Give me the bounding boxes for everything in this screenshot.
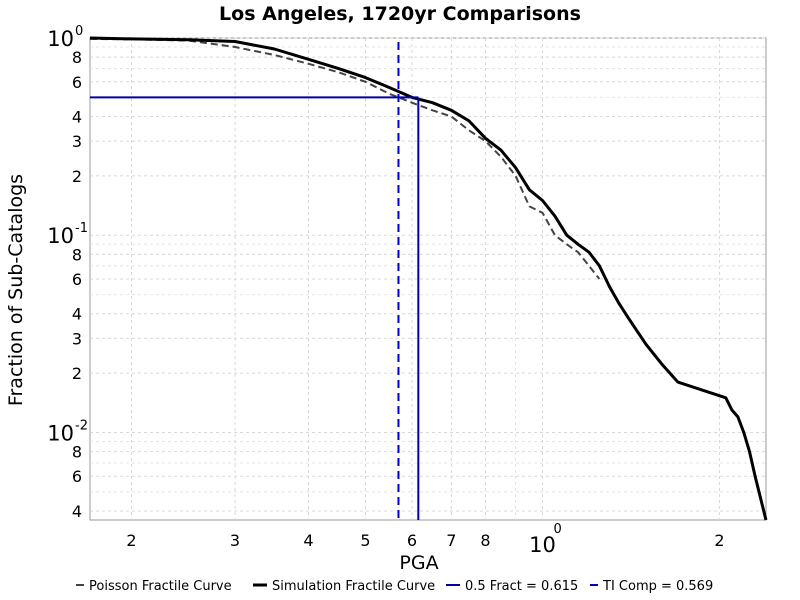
y-tick-label: 10 [47,27,74,51]
plot-area [89,36,768,521]
legend-label: Simulation Fractile Curve [272,579,435,594]
series-poisson-fractile-curve [89,37,601,280]
y-tick-label: 10 [47,224,74,248]
chart-title: Los Angeles, 1720yr Comparisons [219,3,581,25]
y-tick-label: 6 [72,73,82,92]
y-tick-label: 4 [72,107,82,126]
x-axis-ticks: 2 3 4 5 6 7 8 100 2 [126,522,724,557]
legend: Poisson Fractile Curve Simulation Fractil… [76,579,713,594]
x-tick-label: 4 [303,531,313,550]
y-tick-label: 8 [72,48,82,67]
y-axis-label: Fraction of Sub-Catalogs [5,174,27,406]
series-simulation-fractile-curve [89,36,768,521]
y-tick-exponent: -1 [75,221,88,236]
x-tick-label: 5 [360,531,370,550]
y-tick-label: 4 [72,502,82,521]
x-tick-exponent: 0 [553,522,561,537]
x-tick-label: 2 [714,531,724,550]
x-tick-label: 8 [480,531,490,550]
legend-label: Poisson Fractile Curve [89,579,232,594]
y-tick-label: 3 [72,132,82,151]
y-tick-exponent: -2 [75,418,88,433]
legend-item: TI Comp = 0.569 [590,579,713,594]
legend-label: 0.5 Fract = 0.615 [465,579,578,594]
x-axis-label: PGA [399,552,438,574]
y-tick-label: 6 [72,467,82,486]
x-tick-label: 3 [230,531,240,550]
x-tick-label: 2 [126,531,136,550]
legend-item: Poisson Fractile Curve [76,579,232,594]
x-tick-label: 7 [446,531,456,550]
y-tick-exponent: 0 [75,24,83,39]
y-tick-label: 8 [72,245,82,264]
y-tick-label: 3 [72,329,82,348]
x-tick-label: 6 [407,531,417,550]
legend-item: Simulation Fractile Curve [253,579,435,594]
y-tick-label: 2 [72,364,82,383]
legend-label: TI Comp = 0.569 [602,579,713,594]
x-tick-label: 10 [529,533,556,557]
y-tick-label: 4 [72,305,82,324]
y-tick-label: 10 [47,421,74,445]
y-tick-label: 8 [72,443,82,462]
y-tick-label: 2 [72,167,82,186]
y-tick-label: 6 [72,270,82,289]
legend-item: 0.5 Fract = 0.615 [446,579,578,594]
grid [89,37,767,521]
